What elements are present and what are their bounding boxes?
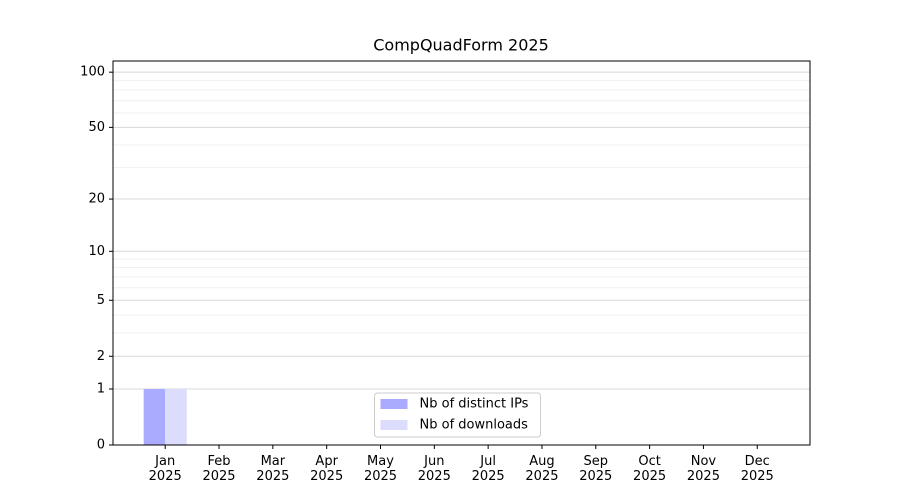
x-tick-label: Sep 2025 xyxy=(579,454,613,484)
y-tick-label: 0 xyxy=(97,438,105,453)
bar xyxy=(143,389,166,445)
legend-box xyxy=(374,392,541,438)
legend-swatch xyxy=(380,399,408,409)
x-tick-label: May 2025 xyxy=(363,454,398,484)
bar xyxy=(165,389,187,445)
x-tick-label: Jul 2025 xyxy=(471,454,505,484)
y-tick-label: 2 xyxy=(97,349,105,364)
y-tick-label: 50 xyxy=(88,120,105,135)
y-tick-label: 1 xyxy=(97,382,105,397)
x-tick-label: Aug 2025 xyxy=(525,454,559,484)
x-tick-label: Apr 2025 xyxy=(310,454,344,484)
x-tick-label: Jan 2025 xyxy=(148,454,182,484)
legend-swatch xyxy=(380,420,408,430)
legend: Nb of distinct IPs Nb of downloads xyxy=(374,392,541,438)
y-tick-label: 20 xyxy=(88,192,105,207)
x-tick-label: Dec 2025 xyxy=(740,454,774,484)
legend-label: Nb of distinct IPs xyxy=(420,397,529,412)
chart-title: CompQuadForm 2025 xyxy=(373,36,549,55)
x-tick-label: Mar 2025 xyxy=(256,454,290,484)
y-tick-label: 10 xyxy=(88,244,105,259)
x-tick-label: Feb 2025 xyxy=(202,454,236,484)
plot-frame xyxy=(112,60,811,446)
x-tick-label: Nov 2025 xyxy=(686,454,720,484)
legend-label: Nb of downloads xyxy=(420,418,529,433)
x-tick-label: Jun 2025 xyxy=(417,454,451,484)
x-tick-label: Oct 2025 xyxy=(633,454,667,484)
y-tick-label: 5 xyxy=(97,293,105,308)
y-tick-label: 100 xyxy=(80,65,105,80)
